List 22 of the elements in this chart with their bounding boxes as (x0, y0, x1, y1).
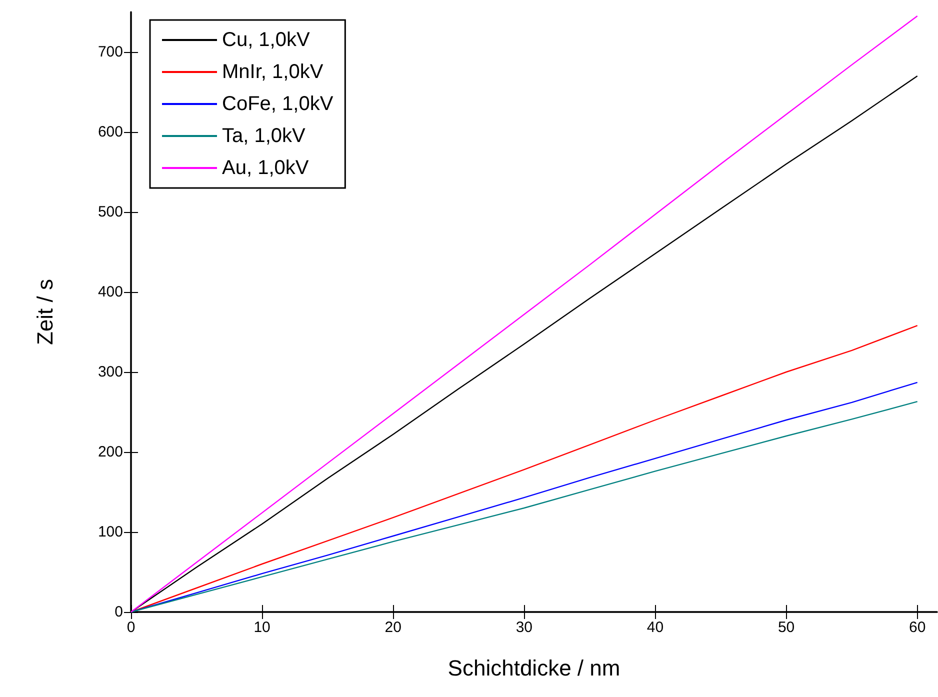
y-tick-label: 300 (98, 364, 123, 380)
x-tick-label: 20 (384, 619, 402, 636)
y-tick-label: 500 (98, 204, 123, 220)
x-tick-label: 10 (254, 619, 270, 636)
legend-label: CoFe, 1,0kV (222, 93, 334, 115)
x-tick-label: 40 (646, 619, 664, 636)
y-tick-label: 0 (114, 604, 123, 620)
legend-label: Au, 1,0kV (222, 157, 310, 179)
y-axis-title: Zeit / s (32, 278, 58, 346)
x-tick-label: 30 (516, 619, 533, 636)
legend-label: Ta, 1,0kV (222, 125, 306, 147)
legend-label: MnIr, 1,0kV (222, 61, 324, 83)
y-tick-label: 600 (98, 124, 123, 140)
y-tick-label: 100 (98, 524, 123, 540)
y-tick-label: 400 (98, 284, 123, 300)
x-tick-label: 50 (778, 619, 795, 636)
x-tick-label: 0 (126, 619, 136, 636)
y-tick-label: 700 (98, 44, 123, 60)
x-tick-label: 60 (909, 619, 926, 636)
y-tick-label: 200 (98, 444, 123, 460)
x-axis-title: Schichtdicke / nm (448, 656, 620, 680)
legend-label: Cu, 1,0kV (222, 29, 310, 51)
